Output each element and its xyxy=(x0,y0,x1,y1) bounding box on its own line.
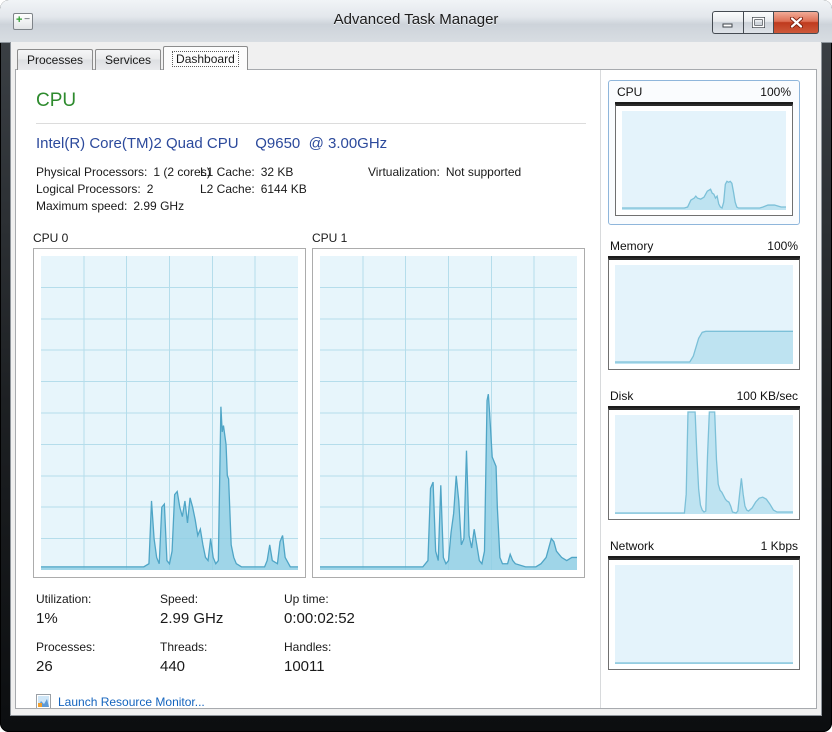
cpu1-area-chart xyxy=(320,256,577,570)
sidebar-tile-network[interactable]: Network 1 Kbps xyxy=(608,538,800,670)
resource-monitor-icon xyxy=(36,694,51,708)
app-body: Processes Services Dashboard CPU Intel(R… xyxy=(10,42,822,716)
launch-resource-monitor[interactable]: Launch Resource Monitor... xyxy=(36,694,600,709)
launch-resource-monitor-label: Launch Resource Monitor... xyxy=(58,694,205,709)
tab-strip: Processes Services Dashboard xyxy=(15,46,817,70)
tile-disk-scale: 100 KB/sec xyxy=(736,389,798,403)
maximize-button[interactable] xyxy=(743,11,774,34)
tile-cpu-scale: 100% xyxy=(760,85,791,99)
info-virtualization: Virtualization: Not supported xyxy=(368,165,522,179)
info-logical-processors: Logical Processors: 2 xyxy=(36,182,154,196)
cpu-mini-chart xyxy=(622,111,786,210)
stat-utilization: Utilization: 1% xyxy=(36,592,92,627)
titlebar[interactable]: + − Advanced Task Manager xyxy=(0,0,832,43)
divider xyxy=(36,123,586,124)
minimize-icon xyxy=(722,23,733,27)
info-l2-cache: L2 Cache: 6144 KB xyxy=(200,182,307,196)
info-physical-processors: Physical Processors: 1 (2 cores) xyxy=(36,165,211,179)
sidebar-tile-cpu[interactable]: CPU 100% xyxy=(608,80,800,225)
stat-handles: Handles: 10011 xyxy=(284,640,332,675)
tile-cpu-name: CPU xyxy=(617,85,643,99)
cpu-stats-grid: Utilization: 1% Speed: 2.99 GHz Up time: 0:… xyxy=(36,592,600,688)
resource-sidebar: CPU 100% Memory 100% xyxy=(600,70,816,708)
info-maximum-speed: Maximum speed: 2.99 GHz xyxy=(36,199,185,213)
maximize-icon xyxy=(752,17,765,28)
tab-services[interactable]: Services xyxy=(95,49,162,70)
tile-memory-name: Memory xyxy=(610,239,654,253)
cpu0-area-chart xyxy=(41,256,298,570)
sidebar-tile-disk[interactable]: Disk 100 KB/sec xyxy=(608,388,800,520)
tile-memory-scale: 100% xyxy=(767,239,798,253)
tile-network-name: Network xyxy=(610,539,655,553)
section-title: CPU xyxy=(36,90,77,111)
info-l1-cache: L1 Cache: 32 KB xyxy=(200,165,294,179)
disk-mini-chart xyxy=(615,415,793,514)
memory-mini-chart xyxy=(615,265,793,364)
minimize-button[interactable] xyxy=(712,11,743,34)
tile-disk-name: Disk xyxy=(610,389,634,403)
cpu-model-name: Intel(R) Core(TM)2 Quad CPU Q9650 @ 3.00… xyxy=(36,135,388,152)
cpu-info-grid: Physical Processors: 1 (2 cores) Logical … xyxy=(36,165,600,216)
tab-processes[interactable]: Processes xyxy=(17,49,94,70)
cpu-dashboard-main: CPU Intel(R) Core(TM)2 Quad CPU Q9650 @ … xyxy=(16,70,600,708)
stat-speed: Speed: 2.99 GHz xyxy=(160,592,224,627)
cpu0-graph xyxy=(33,248,306,578)
window-title: Advanced Task Manager xyxy=(333,11,499,28)
stat-uptime: Up time: 0:00:02:52 xyxy=(284,592,355,627)
cpu1-graph xyxy=(312,248,585,578)
network-mini-chart xyxy=(615,565,793,664)
sidebar-tile-memory[interactable]: Memory 100% xyxy=(608,238,800,370)
close-icon xyxy=(789,17,803,28)
window-controls xyxy=(712,11,819,34)
tab-dashboard[interactable]: Dashboard xyxy=(163,46,248,70)
dashboard-panel: CPU Intel(R) Core(TM)2 Quad CPU Q9650 @ … xyxy=(15,69,817,709)
stat-processes: Processes: 26 xyxy=(36,640,96,675)
close-button[interactable] xyxy=(774,11,819,34)
cpu1-graph-label: CPU 1 xyxy=(312,231,348,245)
tile-network-scale: 1 Kbps xyxy=(760,539,798,553)
app-window-plus-icon: + − xyxy=(13,13,33,30)
stat-threads: Threads: 440 xyxy=(160,640,208,675)
cpu0-graph-label: CPU 0 xyxy=(33,231,69,245)
